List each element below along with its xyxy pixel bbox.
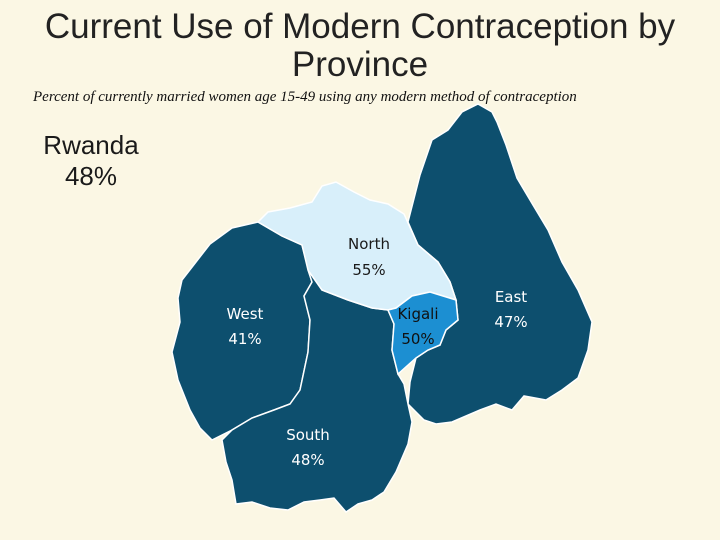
label-south-value: 48% bbox=[291, 451, 324, 469]
national-figure: Rwanda 48% bbox=[26, 130, 156, 192]
label-north-name: North bbox=[348, 235, 390, 253]
province-kigali[interactable] bbox=[386, 291, 459, 376]
label-east-name: East bbox=[495, 288, 527, 306]
province-north[interactable] bbox=[256, 181, 458, 311]
label-west: West 41% bbox=[227, 305, 264, 348]
label-kigali: Kigali 50% bbox=[397, 305, 438, 348]
label-north-value: 55% bbox=[352, 261, 385, 279]
map-title: Current Use of Modern Contraception by P… bbox=[44, 7, 676, 84]
label-north: North 55% bbox=[348, 235, 390, 279]
map-subtitle: Percent of currently married women age 1… bbox=[33, 89, 577, 105]
label-west-name: West bbox=[227, 305, 264, 323]
national-name: Rwanda bbox=[43, 130, 139, 160]
label-east: East 47% bbox=[494, 288, 527, 331]
label-east-value: 47% bbox=[494, 313, 527, 331]
label-west-value: 41% bbox=[228, 330, 261, 348]
label-south-name: South bbox=[286, 426, 330, 444]
label-kigali-value: 50% bbox=[401, 330, 434, 348]
label-kigali-name: Kigali bbox=[397, 305, 438, 323]
national-value: 48% bbox=[64, 161, 118, 191]
label-south: South 48% bbox=[286, 426, 330, 469]
